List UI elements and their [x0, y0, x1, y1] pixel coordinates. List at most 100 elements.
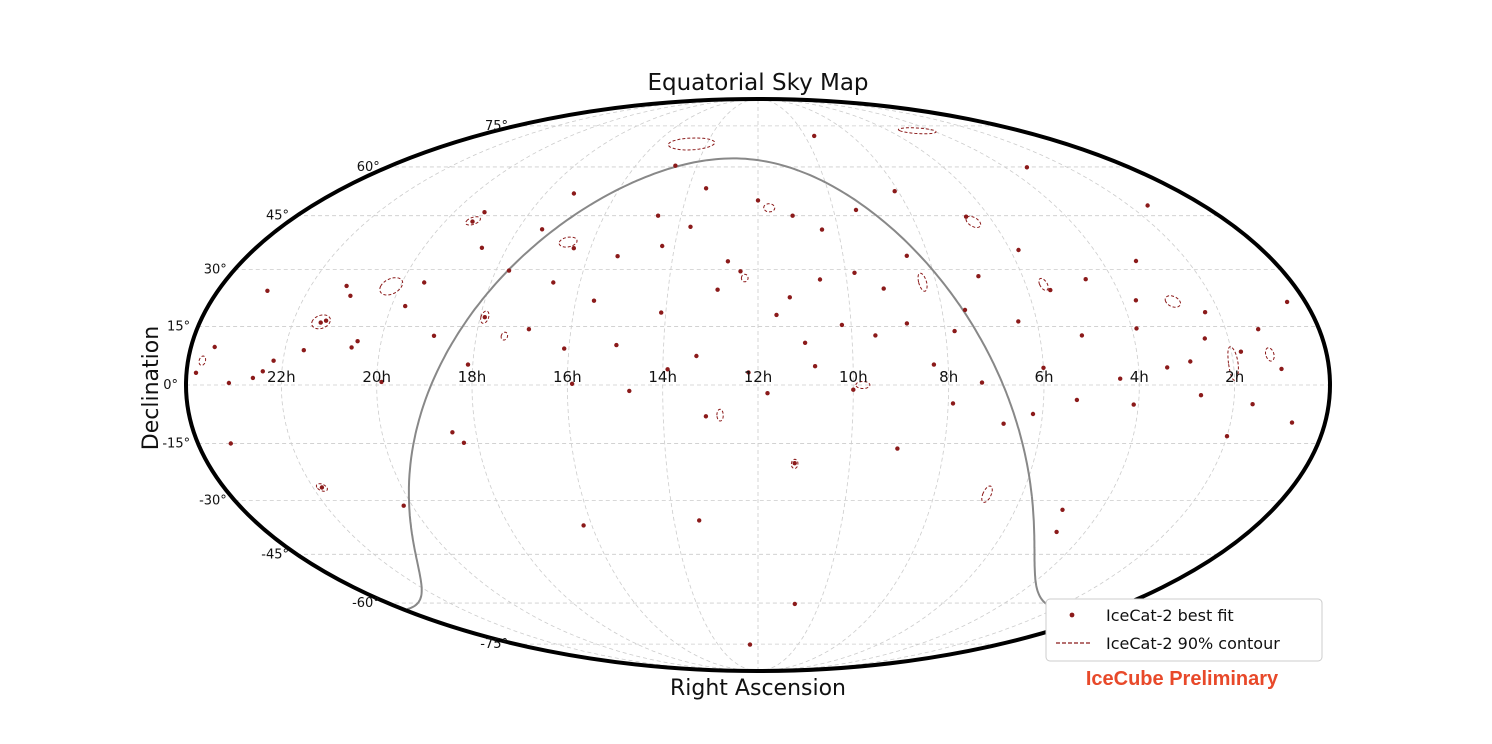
- best-fit-point: [1074, 397, 1080, 403]
- dec-tick-label: -75°: [480, 637, 508, 652]
- best-fit-point: [881, 286, 886, 291]
- best-fit-point: [539, 227, 545, 232]
- legend-box: [1045, 598, 1323, 662]
- contour-90: [981, 485, 993, 503]
- best-fit-point: [1284, 299, 1290, 305]
- best-fit-point: [1016, 247, 1021, 253]
- ra-tick-label: 8h: [939, 368, 958, 386]
- best-fit-point: [673, 163, 678, 168]
- contour-90: [1227, 346, 1239, 381]
- grid-meridian: [566, 99, 759, 671]
- best-fit-point: [1256, 327, 1261, 332]
- best-fit-point: [1054, 529, 1059, 535]
- contour-90: [198, 355, 207, 366]
- best-fit-point: [482, 315, 487, 320]
- best-fit-point: [746, 370, 751, 375]
- ra-tick-label: 14h: [648, 368, 677, 386]
- best-fit-point: [725, 259, 731, 264]
- dec-tick-labels: 75° 60° 45° 30° 15° 0° -15° -30° -45° -60° -75°: [162, 119, 508, 652]
- best-fit-point: [379, 379, 384, 385]
- best-fit-point: [1133, 298, 1139, 303]
- contour-90: [558, 236, 578, 248]
- contour-90: [311, 314, 331, 330]
- best-fit-point: [401, 503, 406, 508]
- contour-90: [790, 458, 799, 469]
- contour-90: [1164, 295, 1182, 308]
- best-fit-point: [755, 198, 761, 203]
- best-fit-point: [747, 642, 753, 647]
- best-fit-point: [774, 312, 779, 318]
- best-fit-point: [1134, 326, 1139, 331]
- dec-tick-label: -45°: [261, 547, 289, 562]
- ra-tick-labels: 22h 20h 18h 16h 14h 12h 10h 8h 6h 4h 2h: [267, 368, 1244, 386]
- contour-90: [897, 127, 937, 135]
- best-fit-point: [950, 401, 956, 406]
- grid-meridian: [757, 99, 854, 671]
- best-fit-point: [482, 210, 487, 215]
- contour-90: [965, 215, 982, 229]
- best-fit-point: [348, 293, 353, 298]
- ra-tick-label: 4h: [1130, 368, 1149, 386]
- best-fit-point: [431, 333, 437, 338]
- best-fit-point: [1079, 333, 1085, 338]
- dec-tick-label: 30°: [204, 263, 227, 278]
- best-fit-point: [250, 375, 256, 381]
- contour-90: [1038, 277, 1049, 292]
- best-fit-point: [1048, 287, 1053, 293]
- best-fit-point: [1188, 359, 1193, 364]
- best-fit-point: [571, 191, 577, 196]
- sky-boundary: [184, 97, 1332, 673]
- best-fit-point: [193, 370, 199, 375]
- galactic-plane-segment: [406, 157, 1033, 611]
- dec-tick-label: 0°: [163, 378, 178, 393]
- best-fit-point: [479, 245, 485, 250]
- best-fit-point: [228, 441, 233, 446]
- best-fit-point: [349, 345, 354, 350]
- best-fit-point: [765, 391, 770, 396]
- best-fit-point: [655, 213, 661, 218]
- best-fit-point: [697, 518, 702, 523]
- best-fit-point: [851, 387, 856, 392]
- best-fit-point: [952, 328, 957, 334]
- contour-layer: [198, 127, 1275, 503]
- best-fit-point: [1279, 366, 1284, 372]
- best-fit-point: [422, 280, 427, 285]
- best-fit-point: [1224, 434, 1230, 439]
- ra-tick-label: 20h: [362, 368, 391, 386]
- grid-meridian: [757, 99, 1045, 671]
- best-fit-point: [581, 523, 586, 528]
- best-fit-point: [1131, 402, 1136, 407]
- best-fit-point: [226, 380, 232, 386]
- best-fit-point: [895, 446, 900, 451]
- best-fit-point: [344, 283, 349, 289]
- ra-tick-label: 22h: [267, 368, 296, 386]
- best-fit-point: [526, 327, 532, 332]
- best-fit-point: [660, 243, 665, 249]
- y-axis-label: Declination: [139, 326, 164, 450]
- galactic-plane-segment: [1030, 496, 1112, 613]
- preliminary-annotation: IceCube Preliminary: [1086, 668, 1279, 690]
- best-fit-point: [562, 346, 567, 351]
- grid-meridian: [757, 99, 1140, 671]
- best-fit-point: [665, 367, 670, 372]
- best-fit-point: [817, 277, 823, 282]
- best-fit-point: [688, 224, 693, 229]
- legend-point-marker: [1069, 612, 1075, 618]
- best-fit-point: [265, 288, 270, 293]
- dec-tick-label: 60°: [357, 160, 380, 175]
- best-fit-point: [627, 388, 632, 394]
- best-fit-point: [1024, 165, 1030, 170]
- ra-tick-label: 2h: [1225, 368, 1244, 386]
- legend-label-best-fit: IceCat-2 best fit: [1106, 606, 1234, 625]
- best-fit-point: [323, 318, 329, 323]
- dec-tick-label: 75°: [485, 119, 508, 134]
- best-fit-point: [819, 227, 825, 232]
- best-fit-point: [1165, 365, 1170, 370]
- best-fit-point: [792, 461, 797, 466]
- grid-meridian: [662, 99, 759, 671]
- grid-meridian: [757, 99, 950, 671]
- ra-tick-label: 16h: [553, 368, 582, 386]
- best-fit-points: [193, 133, 1295, 647]
